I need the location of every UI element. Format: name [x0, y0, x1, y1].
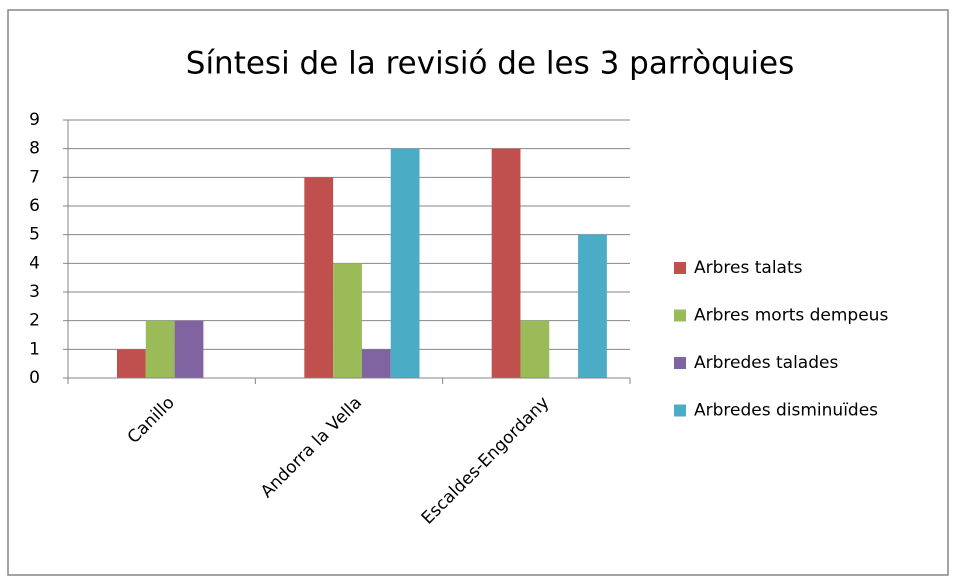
legend-swatch	[674, 404, 686, 417]
bar	[117, 349, 146, 378]
legend-label: Arbres morts dempeus	[694, 306, 888, 326]
y-tick-label: 7	[29, 167, 40, 187]
legend-swatch	[674, 262, 686, 274]
y-tick-label: 1	[29, 339, 40, 359]
legend-label: Arbredes talades	[694, 353, 838, 373]
y-tick-label: 4	[29, 253, 40, 273]
y-tick-label: 6	[29, 196, 40, 216]
bar	[491, 148, 521, 378]
bar	[333, 263, 362, 378]
bar	[390, 148, 420, 378]
y-tick-label: 3	[29, 282, 40, 302]
bar	[304, 177, 334, 378]
y-tick-label: 0	[29, 368, 40, 388]
y-tick-label: 8	[29, 139, 40, 159]
y-tick-label: 9	[29, 110, 40, 130]
chart-title: Síntesi de la revisió de les 3 parròquie…	[186, 46, 794, 82]
y-tick-label: 2	[29, 311, 40, 331]
legend-label: Arbres talats	[694, 258, 803, 278]
y-tick-label: 5	[29, 225, 40, 245]
bar	[174, 320, 204, 378]
legend-label: Arbredes disminuïdes	[694, 401, 878, 421]
bar	[520, 320, 550, 378]
legend-swatch	[674, 357, 686, 369]
bar	[145, 320, 175, 378]
legend-swatch	[674, 309, 686, 322]
bar	[578, 234, 607, 378]
bar	[361, 349, 391, 378]
